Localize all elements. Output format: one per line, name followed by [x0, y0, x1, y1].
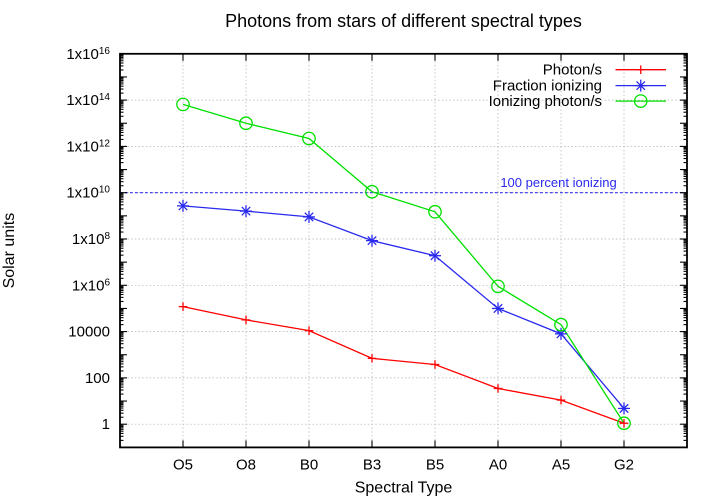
svg-text:10000: 10000: [68, 324, 110, 341]
svg-text:Photons from stars of differen: Photons from stars of different spectral…: [225, 11, 582, 31]
svg-text:Fraction ionizing: Fraction ionizing: [493, 78, 602, 95]
svg-text:G2: G2: [614, 456, 634, 473]
svg-text:Solar units: Solar units: [1, 213, 18, 289]
svg-text:O8: O8: [236, 456, 256, 473]
svg-text:Spectral Type: Spectral Type: [355, 479, 453, 496]
svg-text:Ionizing photon/s: Ionizing photon/s: [489, 93, 602, 110]
svg-text:B3: B3: [363, 456, 381, 473]
svg-text:O5: O5: [173, 456, 193, 473]
svg-text:A5: A5: [552, 456, 570, 473]
svg-text:B0: B0: [300, 456, 318, 473]
svg-text:100: 100: [85, 370, 110, 387]
svg-text:B5: B5: [426, 456, 444, 473]
svg-text:Photon/s: Photon/s: [543, 62, 602, 79]
svg-text:A0: A0: [489, 456, 507, 473]
svg-text:1: 1: [102, 416, 110, 433]
svg-text:100 percent ionizing: 100 percent ionizing: [500, 175, 616, 190]
